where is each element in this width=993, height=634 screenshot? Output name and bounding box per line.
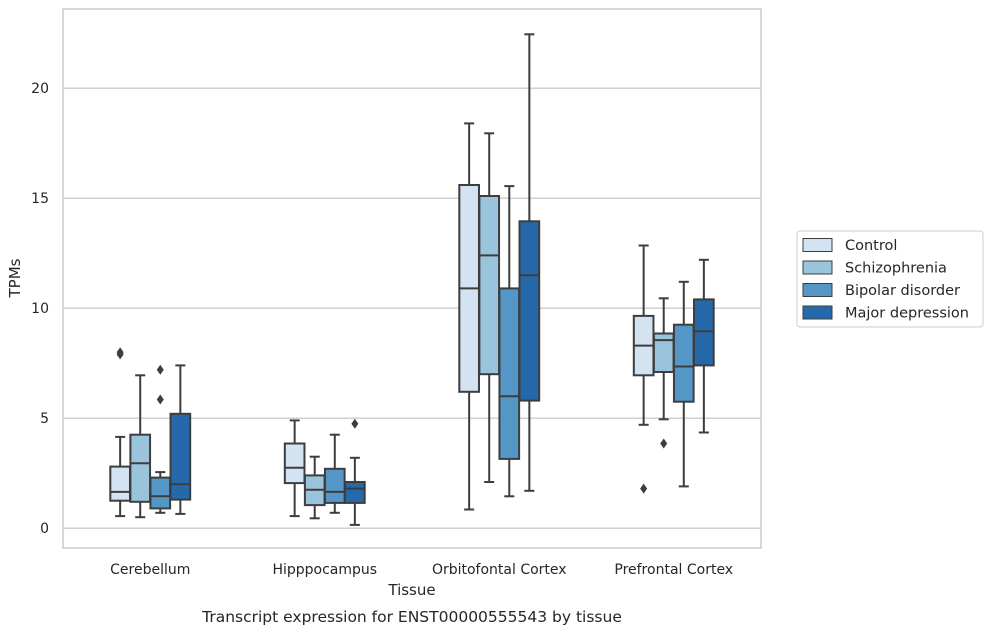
box-bipolar-disorder bbox=[149, 364, 172, 514]
box-iqr bbox=[518, 220, 541, 402]
outlier-point bbox=[640, 483, 648, 494]
box-iqr bbox=[672, 323, 695, 403]
box-iqr bbox=[129, 433, 152, 503]
x-tick-label: Hipppocampus bbox=[272, 562, 377, 578]
outlier-point bbox=[156, 364, 164, 375]
x-tick-label: Orbitofontal Cortex bbox=[432, 562, 567, 578]
legend-swatch bbox=[802, 305, 833, 320]
box-schizophrenia bbox=[129, 374, 152, 519]
box-marks bbox=[109, 33, 715, 526]
y-gridlines bbox=[63, 87, 761, 529]
box-control bbox=[632, 244, 655, 494]
x-tick-label: Prefrontal Cortex bbox=[614, 562, 733, 578]
x-axis-title: Tissue bbox=[387, 581, 435, 599]
y-axis-title: TPMs bbox=[6, 258, 24, 298]
x-tick-label: Cerebellum bbox=[110, 562, 190, 578]
box-iqr bbox=[109, 465, 131, 502]
legend: Control Schizophrenia Bipolar disorder Majo… bbox=[796, 230, 984, 328]
box-control bbox=[458, 122, 480, 511]
outlier-point bbox=[660, 438, 668, 449]
legend-swatch bbox=[802, 238, 833, 252]
legend-label: Schizophrenia bbox=[845, 261, 947, 277]
box-iqr bbox=[283, 442, 306, 485]
y-tick-label: 20 bbox=[31, 81, 49, 97]
box-bipolar-disorder bbox=[672, 280, 695, 488]
legend-label: Bipolar disorder bbox=[845, 283, 960, 299]
outlier-point bbox=[351, 418, 359, 429]
box-iqr bbox=[149, 476, 172, 510]
box-schizophrenia bbox=[652, 297, 675, 449]
plot-frame bbox=[62, 8, 762, 549]
box-major-depression bbox=[169, 364, 192, 515]
box-control bbox=[283, 419, 306, 518]
box-iqr bbox=[169, 412, 192, 501]
box-major-depression bbox=[344, 418, 366, 526]
y-tick-label: 15 bbox=[31, 191, 49, 207]
legend-swatch bbox=[802, 260, 833, 275]
legend-label: Control bbox=[845, 238, 897, 254]
box-major-depression bbox=[518, 33, 541, 492]
legend-label: Major depression bbox=[845, 306, 969, 322]
box-schizophrenia bbox=[478, 132, 501, 483]
y-tick-labels: 0 5 10 15 20 bbox=[31, 81, 49, 537]
box-major-depression bbox=[693, 258, 715, 434]
box-bipolar-disorder bbox=[323, 433, 346, 514]
box-iqr bbox=[323, 467, 346, 504]
outlier-point bbox=[156, 394, 164, 405]
box-schizophrenia bbox=[303, 455, 326, 520]
legend-frame bbox=[796, 230, 984, 328]
box-iqr bbox=[344, 481, 366, 504]
chart-caption: Transcript expression for ENST0000055554… bbox=[201, 608, 622, 626]
y-tick-label: 0 bbox=[40, 521, 49, 537]
box-control bbox=[109, 347, 131, 518]
box-bipolar-disorder bbox=[498, 185, 521, 498]
box-iqr bbox=[693, 298, 715, 367]
box-iqr bbox=[478, 195, 501, 376]
box-iqr bbox=[498, 287, 521, 460]
x-tick-labels: Cerebellum Hipppocampus Orbitofontal Corte… bbox=[110, 562, 733, 578]
y-tick-label: 10 bbox=[31, 301, 49, 317]
legend-swatch bbox=[802, 283, 833, 297]
outlier-point bbox=[116, 347, 124, 358]
y-tick-label: 5 bbox=[40, 411, 49, 427]
